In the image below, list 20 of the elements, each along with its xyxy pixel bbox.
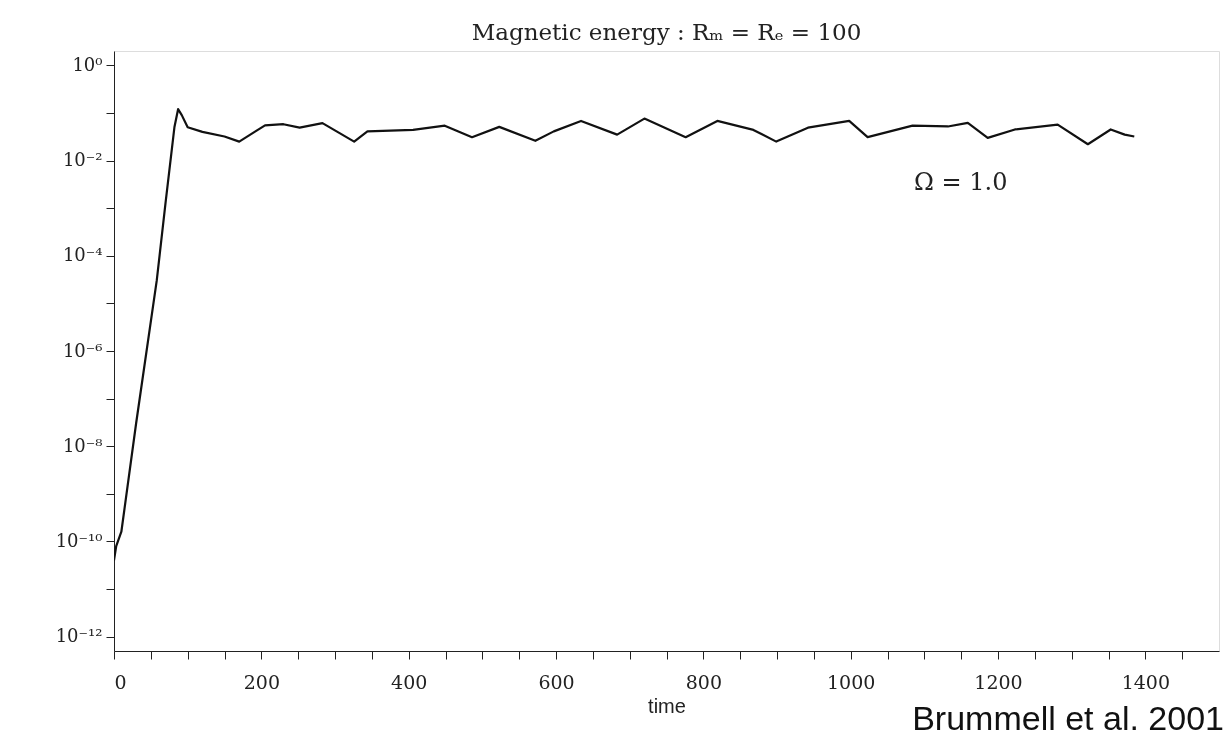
x-tick-label: 600 [538, 670, 575, 693]
x-tick-label: 200 [243, 670, 280, 693]
y-tick-label: 10⁻⁴ [62, 244, 103, 266]
x-tick-label: 1400 [1121, 670, 1171, 693]
series-label: Ω = 1.0 [914, 168, 1008, 196]
x-axis-title: time [648, 694, 686, 717]
x-tick-label: 0 [114, 670, 127, 693]
y-tick-label: 10⁻⁸ [62, 434, 103, 456]
chart-title: Magnetic energy : Rₘ = Rₑ = 100 [471, 19, 862, 45]
y-tick-label: 10⁰ [72, 53, 103, 75]
y-tick-label: 10⁻¹² [55, 625, 103, 647]
y-tick-label: 10⁻⁶ [62, 339, 103, 361]
x-tick-label: 400 [391, 670, 428, 693]
y-tick-label: 10⁻¹⁰ [55, 529, 103, 551]
x-tick-label: 1000 [826, 670, 876, 693]
line-series [114, 108, 1136, 562]
x-tick-label: 1200 [974, 670, 1023, 693]
x-tick-label: 800 [685, 670, 722, 693]
text: Brummell et al. 2001 [912, 699, 1224, 737]
y-tick-label: 10⁻² [62, 149, 103, 171]
